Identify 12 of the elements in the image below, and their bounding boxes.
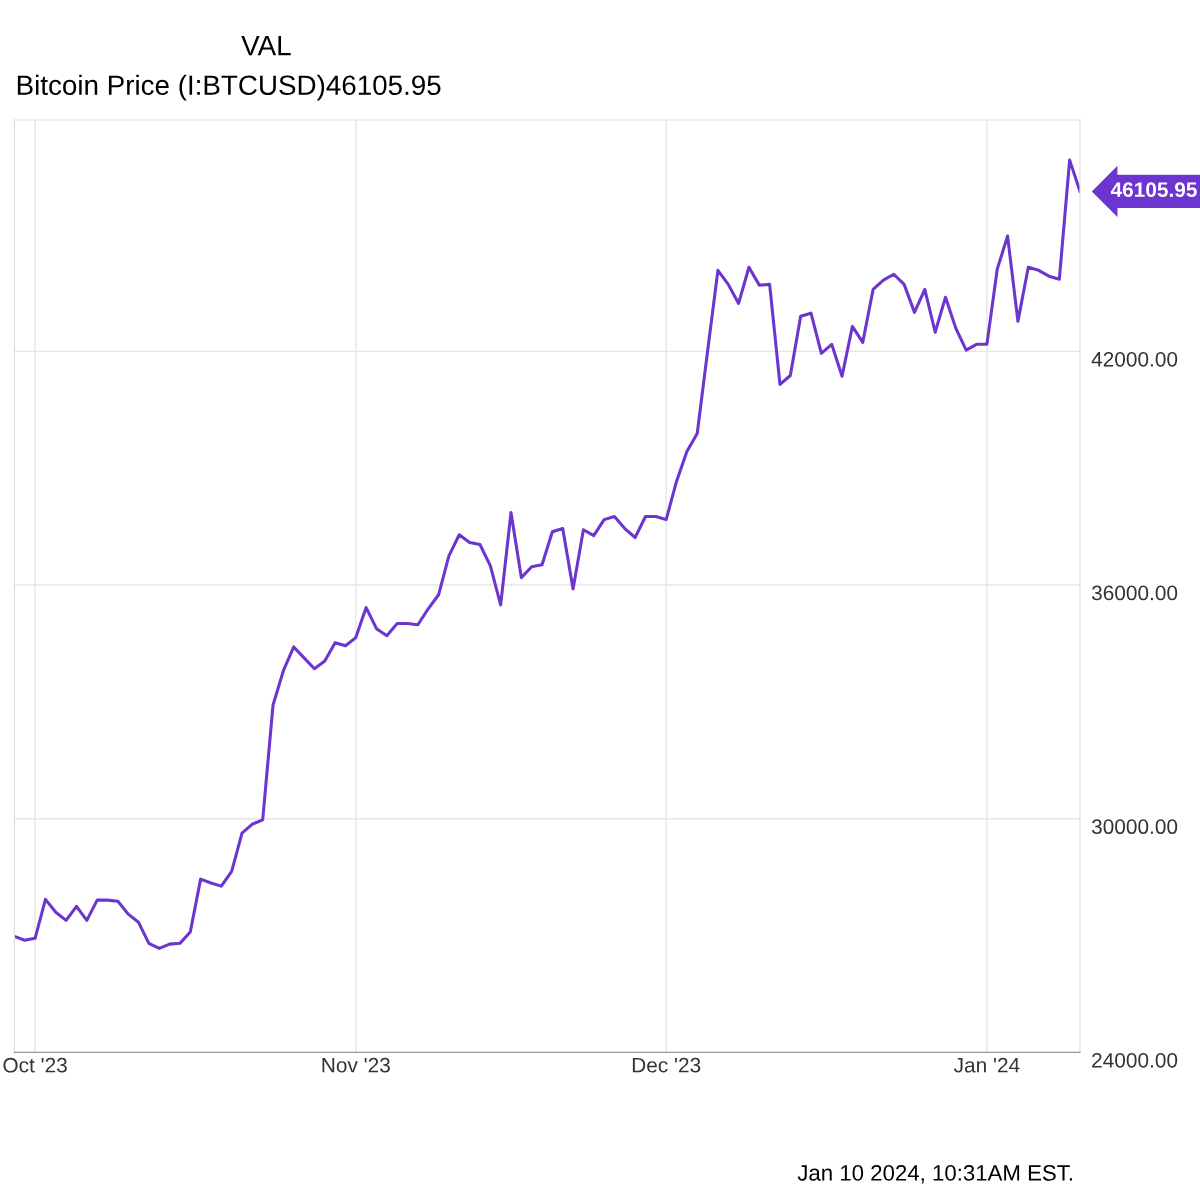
y-tick-label: 42000.00 <box>1091 351 1178 367</box>
chart-title: Bitcoin Price (I:BTCUSD)46105.95 <box>17 74 441 101</box>
text: VAL <box>241 36 291 56</box>
y-tick-label: 24000.00 <box>1092 1052 1178 1068</box>
x-tick-label: Nov '23 <box>322 1057 390 1073</box>
y-tick-label: 30000.00 <box>1091 819 1178 835</box>
annotation: 46105.95 <box>1110 182 1197 198</box>
x-tick-label: Dec '23 <box>632 1057 701 1073</box>
x-tick-label: Oct '23 <box>3 1057 67 1073</box>
y-tick-label: 36000.00 <box>1091 585 1178 601</box>
x-tick-label: Jan '24 <box>953 1057 1020 1073</box>
text: Jan 10 2024, 10:31AM EST. <box>797 1165 1072 1184</box>
